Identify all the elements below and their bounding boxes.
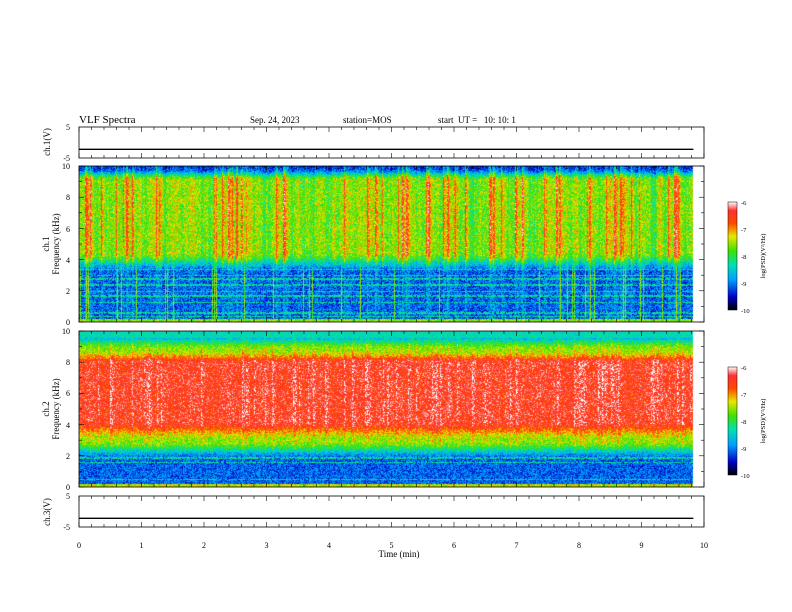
ch1-voltage-ytick-min: -5 (63, 154, 70, 163)
ch1-ytick-8: 8 (66, 193, 70, 202)
ch3-voltage-ylabel: ch.3(V) (42, 498, 52, 526)
ch1-ytick-4: 4 (66, 256, 70, 265)
ch1-ytick-2: 2 (66, 287, 70, 296)
ch1-spectrogram-panel: 0 2 4 6 8 10 ch.1Frequency (kHz) -6 -7 -… (41, 162, 767, 327)
xtick-0: 0 (77, 541, 81, 550)
ch2-colorbar-tick-m10: -10 (741, 473, 750, 480)
ch1-voltage-ytick-max: 5 (66, 123, 70, 132)
ch1-voltage-ylabel: ch.1(V) (42, 128, 52, 156)
ch2-colorbar-scale (727, 366, 738, 476)
ch2-spectrogram-ylabel: ch.2Frequency (kHz) (41, 378, 61, 439)
xtick-5: 5 (390, 541, 394, 550)
ch1-colorbar-tick-m7: -7 (741, 227, 747, 234)
ch1-spectrogram-image (79, 166, 704, 322)
xtick-8: 8 (577, 541, 581, 550)
ch2-colorbar-tick-m8: -8 (741, 419, 746, 426)
xtick-7: 7 (515, 541, 519, 550)
figure-title: VLF Spectra (79, 114, 136, 126)
time-axis-label: Time (min) (379, 549, 420, 559)
station-label: station=MOS (343, 115, 392, 125)
ch2-colorbar-tick-m6: -6 (741, 365, 747, 372)
ch1-spectrogram-ylabel: ch.1Frequency (kHz) (41, 213, 61, 274)
time-axis: 0 1 2 3 4 5 6 7 8 9 10 Time (min) (77, 541, 708, 559)
ch1-ytick-0: 0 (66, 318, 70, 327)
ch2-colorbar-tick-m7: -7 (741, 392, 747, 399)
ch1-ytick-10: 10 (62, 162, 70, 171)
ch1-colorbar-tick-m6: -6 (741, 200, 747, 207)
ch2-ytick-8: 8 (66, 358, 70, 367)
ch1-ytick-6: 6 (66, 225, 70, 234)
ch1-colorbar: -6 -7 -8 -9 -10 log(PSD)(V²/Hz) (727, 200, 767, 315)
start-time-label: start UT = 10: 10: 1 (438, 115, 516, 125)
xtick-3: 3 (265, 541, 269, 550)
ch1-colorbar-tick-m8: -8 (741, 254, 746, 261)
date-label: Sep. 24, 2023 (250, 115, 300, 125)
ch2-ytick-0: 0 (66, 483, 70, 492)
ch2-ytick-10: 10 (62, 327, 70, 336)
ch2-colorbar: -6 -7 -8 -9 -10 log(PSD)(V²/Hz) (727, 365, 767, 480)
ch1-colorbar-scale (727, 201, 738, 311)
ch2-spectrogram-panel: 0 2 4 6 8 10 ch.2Frequency (kHz) -6 -7 -… (41, 327, 767, 492)
ch2-ytick-6: 6 (66, 389, 70, 398)
panel-tick-marks (78, 127, 705, 527)
xtick-6: 6 (452, 541, 456, 550)
ch1-colorbar-tick-m9: -9 (741, 281, 746, 288)
ch3-voltage-ytick-min: -5 (63, 523, 70, 532)
ch2-ytick-4: 4 (66, 421, 70, 430)
xtick-1: 1 (140, 541, 144, 550)
ch2-colorbar-tick-m9: -9 (741, 446, 746, 453)
ch1-colorbar-tick-m10: -10 (741, 308, 750, 315)
xtick-4: 4 (327, 541, 331, 550)
ch2-spectrogram-image (79, 331, 704, 487)
ch2-colorbar-label: log(PSD)(V²/Hz) (760, 399, 767, 444)
ch2-ytick-2: 2 (66, 452, 70, 461)
xtick-2: 2 (202, 541, 206, 550)
xtick-10: 10 (700, 541, 708, 550)
ch1-colorbar-label: log(PSD)(V²/Hz) (760, 234, 767, 279)
ch3-voltage-ytick-max: 5 (66, 492, 70, 501)
xtick-9: 9 (640, 541, 644, 550)
